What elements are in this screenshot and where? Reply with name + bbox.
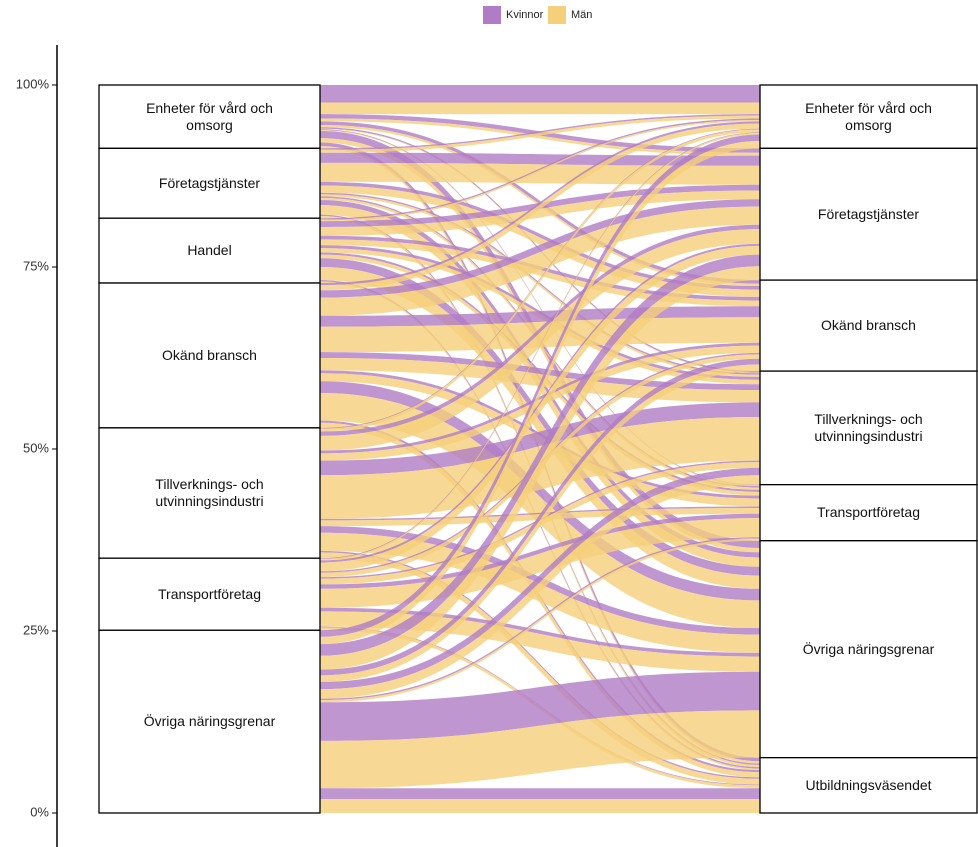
flow <box>320 114 760 150</box>
flow <box>320 358 760 403</box>
flow <box>320 134 760 637</box>
flow <box>320 129 760 486</box>
stratum-label: Övriga näringsgrenar <box>802 640 935 657</box>
stratum-label: Utbildningsväsendet <box>805 776 932 793</box>
stratum-box <box>759 147 978 281</box>
flow <box>320 130 760 487</box>
flow <box>320 392 760 629</box>
flow <box>320 254 760 656</box>
flow <box>320 229 760 451</box>
flow <box>320 513 760 589</box>
flow <box>320 537 760 701</box>
stratum-box <box>98 147 321 219</box>
flow <box>320 115 760 153</box>
stratum-box <box>759 84 978 149</box>
y-tick-label: 75% <box>23 258 49 273</box>
flow <box>320 267 760 589</box>
flow <box>320 132 760 559</box>
stratum-label: Tillverknings- och utvinningsindustri <box>155 476 264 510</box>
flow <box>320 506 760 521</box>
flow <box>320 381 760 601</box>
flow <box>320 118 760 220</box>
flow <box>320 123 760 291</box>
flow <box>320 358 760 676</box>
stratum-label: Okänd bransch <box>821 317 916 334</box>
flow <box>320 194 760 377</box>
flow <box>320 538 760 703</box>
flow <box>320 239 760 307</box>
y-tick-label: 25% <box>23 622 49 637</box>
flow <box>320 121 760 286</box>
stratum-box <box>98 217 321 284</box>
flow <box>320 364 760 682</box>
flow <box>320 162 760 185</box>
flow <box>320 206 760 316</box>
flow <box>320 119 760 222</box>
stratum-box <box>759 370 978 486</box>
flow <box>320 185 760 297</box>
flow <box>320 118 760 156</box>
flow <box>320 243 760 563</box>
flow <box>320 129 760 432</box>
flow <box>320 199 760 298</box>
stratum-box <box>759 540 978 759</box>
flow <box>320 85 760 103</box>
stratum-label: Handel <box>187 242 232 259</box>
stratum-box <box>98 282 321 429</box>
stratum-label: Enheter för vård och omsorg <box>146 99 273 133</box>
stratum-label: Okänd bransch <box>162 346 257 363</box>
flow <box>320 266 760 670</box>
legend-label: Kvinnor <box>506 9 544 21</box>
stratum-box <box>759 757 978 814</box>
stratum-label: Enheter för vård och omsorg <box>805 99 932 133</box>
flow <box>320 258 760 576</box>
stratum-label: Företagstjänster <box>158 174 261 191</box>
legend-swatch <box>483 6 501 24</box>
flow <box>320 788 760 800</box>
flow <box>320 102 760 115</box>
flow <box>320 799 760 813</box>
stratum-label: Övriga näringsgrenar <box>143 713 276 730</box>
stratum-box <box>98 427 321 559</box>
flow <box>320 550 760 779</box>
flow <box>320 181 760 290</box>
stratum-box <box>98 84 321 149</box>
flow <box>320 128 760 429</box>
flow <box>320 532 760 653</box>
stratum-box <box>98 629 321 814</box>
flow <box>320 607 760 657</box>
legend-swatch <box>548 6 566 24</box>
y-tick-label: 50% <box>23 440 49 455</box>
flow <box>320 141 760 645</box>
legend-label: Män <box>571 9 593 21</box>
stratum-label: Företagstjänster <box>817 205 920 222</box>
flow <box>320 190 760 236</box>
flow <box>320 467 760 690</box>
y-tick-label: 100% <box>16 76 50 91</box>
stratum-box <box>759 484 978 542</box>
flow <box>320 245 760 572</box>
legend-item: Kvinnor <box>483 6 543 24</box>
flow <box>320 671 760 741</box>
stratum-box <box>98 557 321 631</box>
flow <box>320 133 760 561</box>
y-tick-label: 0% <box>30 804 49 819</box>
flow <box>320 342 760 454</box>
stratum-box <box>759 279 978 372</box>
flow <box>320 192 760 375</box>
stratum-label: Transportföretag <box>817 504 920 521</box>
stratum-label: Tillverknings- och utvinningsindustri <box>814 410 923 444</box>
flow <box>320 710 760 789</box>
flow <box>320 402 760 476</box>
legend-item: Män <box>548 6 592 24</box>
flow <box>320 224 760 436</box>
flow <box>320 475 760 699</box>
stratum-label: Transportföretag <box>158 585 261 602</box>
flow <box>320 552 760 785</box>
flow <box>320 352 760 391</box>
